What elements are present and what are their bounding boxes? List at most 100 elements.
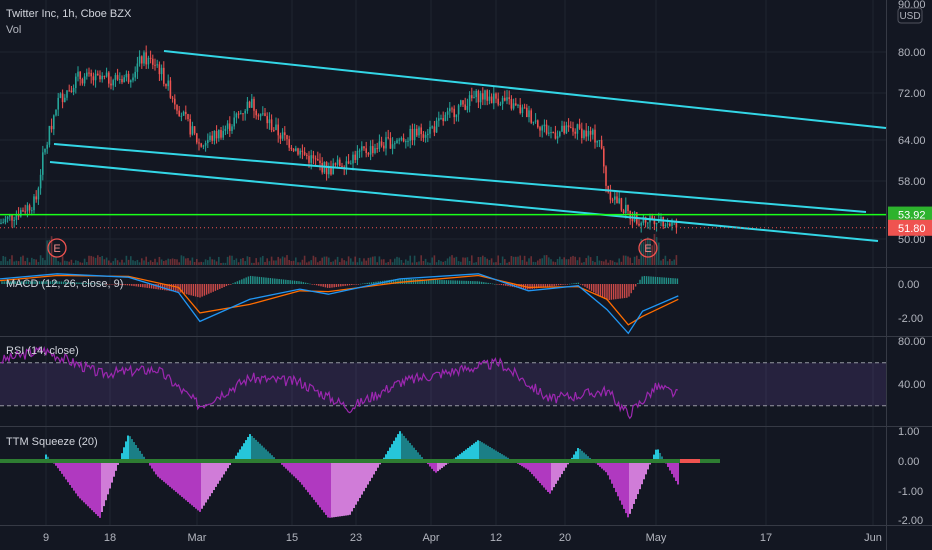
candle-body xyxy=(6,216,9,219)
volume-bar xyxy=(620,261,623,265)
volume-bar xyxy=(627,256,629,265)
squeeze-bar xyxy=(587,456,589,461)
candle-body xyxy=(303,151,306,155)
rsi-label[interactable]: RSI (14, close) xyxy=(6,345,79,357)
candle-body xyxy=(308,155,310,163)
candle-body xyxy=(171,97,174,99)
squeeze-bar xyxy=(537,461,539,481)
candle-body xyxy=(160,67,163,75)
macd-histogram-bar xyxy=(397,278,399,284)
candle-body xyxy=(336,159,339,165)
volume-bar xyxy=(455,256,458,265)
channel-mid-line xyxy=(53,143,867,213)
squeeze-bar xyxy=(481,442,483,461)
candle-body xyxy=(81,79,84,84)
volume-bar xyxy=(444,260,447,265)
macd-histogram-bar xyxy=(232,283,234,284)
candle-body xyxy=(251,98,253,108)
macd-histogram-bar xyxy=(71,282,74,284)
earnings-letter: E xyxy=(644,243,651,255)
volume-bar xyxy=(165,260,167,265)
volume-bar xyxy=(9,259,11,265)
macd-histogram-bar xyxy=(190,284,192,296)
squeeze-bar xyxy=(95,461,97,515)
squeeze-bar xyxy=(59,461,61,472)
volume-bar xyxy=(675,255,678,265)
squeeze-bar xyxy=(473,443,475,461)
candle-body xyxy=(427,133,429,136)
macd-histogram-bar xyxy=(496,284,498,285)
candle-body xyxy=(622,210,625,213)
macd-histogram-bar xyxy=(335,284,338,288)
volume-bar xyxy=(383,259,385,265)
squeeze-bar xyxy=(205,461,207,503)
candle-body xyxy=(394,143,396,145)
squeeze-bar xyxy=(75,461,77,494)
volume-bar xyxy=(638,259,640,265)
candle-body xyxy=(653,219,656,225)
macd-histogram-bar xyxy=(544,284,547,288)
squeeze-bar xyxy=(471,444,473,461)
squeeze-bar xyxy=(323,461,325,513)
macd-histogram-bar xyxy=(153,284,155,289)
squeeze-bar xyxy=(83,461,85,503)
volume-bar xyxy=(435,262,438,265)
candle-body xyxy=(277,124,279,136)
volume-bar xyxy=(37,261,40,265)
squeeze-bar xyxy=(255,439,257,461)
macd-histogram-bar xyxy=(186,284,188,295)
volume-bar xyxy=(46,240,48,265)
squeeze-bar xyxy=(63,461,65,477)
squeeze-bar xyxy=(265,449,267,461)
squeeze-bar xyxy=(341,461,343,517)
candle-body xyxy=(435,120,438,133)
volume-bar xyxy=(218,256,220,265)
macd-histogram-bar xyxy=(626,284,628,298)
candle-body xyxy=(578,124,581,129)
macd-histogram-bar xyxy=(353,284,355,285)
squeeze-bar xyxy=(163,461,165,482)
macd-histogram-bar xyxy=(254,276,256,284)
candle-body xyxy=(352,154,354,164)
volume-bar xyxy=(352,261,354,265)
candle-body xyxy=(543,124,546,127)
volume-bar xyxy=(429,262,431,265)
candle-body xyxy=(433,126,436,133)
candle-body xyxy=(134,71,136,78)
volume-bar xyxy=(583,262,585,265)
candle-body xyxy=(110,83,112,86)
volume-label: Vol xyxy=(6,24,22,36)
candle-body xyxy=(510,99,513,109)
squeeze-bar xyxy=(235,455,237,461)
macd-histogram-bar xyxy=(10,281,12,284)
macd-histogram-bar xyxy=(652,276,654,284)
volume-bar xyxy=(59,262,62,265)
volume-bar xyxy=(262,255,264,265)
squeeze-bar xyxy=(653,454,655,461)
volume-bars xyxy=(0,234,678,265)
squeeze-bar xyxy=(499,452,501,461)
macd-histogram-bar xyxy=(267,277,269,284)
macd-histogram-bar xyxy=(313,284,316,285)
volume-bar xyxy=(576,260,579,265)
candle-body xyxy=(411,128,414,141)
macd-label[interactable]: MACD (12, 26, close, 9) xyxy=(6,278,124,290)
chart-title[interactable]: Twitter Inc, 1h, Cboe BZX xyxy=(6,8,132,20)
candle-body xyxy=(363,146,365,149)
volume-bar xyxy=(510,255,513,265)
volume-bar xyxy=(460,261,462,265)
squeeze-bar xyxy=(377,461,379,468)
candle-body xyxy=(270,119,273,130)
squeeze-bar xyxy=(639,461,641,490)
macd-histogram-bar xyxy=(502,284,505,286)
squeeze-bar xyxy=(521,461,523,467)
candle-body xyxy=(550,132,552,134)
time-tick-label: 9 xyxy=(43,532,49,544)
candle-body xyxy=(396,140,398,144)
volume-bar xyxy=(319,260,321,265)
macd-histogram-bar xyxy=(47,281,49,284)
macd-histogram-bar xyxy=(95,283,98,285)
ttm-squeeze-label[interactable]: TTM Squeeze (20) xyxy=(6,436,98,448)
